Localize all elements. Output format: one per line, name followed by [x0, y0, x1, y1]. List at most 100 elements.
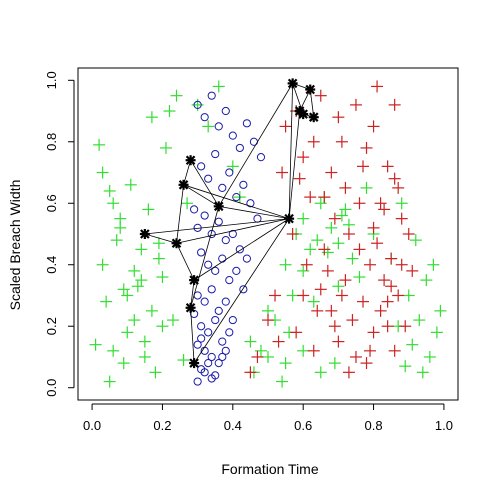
y-tick-label: 0.2 [44, 317, 59, 335]
data-point-plus [279, 120, 292, 133]
data-point-circle [207, 352, 216, 362]
data-point-plus [170, 89, 183, 102]
axes: 0.0 0.2 0.4 0.6 0.8 1.0 0.0 0.2 0.4 0.6 0.8 1.0 [44, 71, 453, 433]
data-point-plus [332, 237, 345, 250]
data-point-plus [430, 326, 443, 339]
data-point-plus [357, 160, 369, 173]
data-point-plus [212, 80, 225, 93]
data-point-star [189, 275, 200, 286]
data-point-plus [145, 304, 158, 317]
data-point-circle [197, 162, 206, 171]
data-point-plus [300, 258, 313, 271]
data-point-plus [395, 197, 408, 210]
data-point-plus [378, 203, 391, 216]
data-point-plus [374, 304, 387, 317]
data-point-plus [279, 357, 292, 370]
data-point-plus [89, 338, 102, 351]
data-point-plus [163, 105, 176, 118]
y-axis-label: Scaled Breach Width [7, 180, 23, 311]
connection-line [288, 83, 294, 219]
data-point-plus [107, 344, 120, 357]
connection-line [193, 218, 290, 281]
connection-line [218, 83, 293, 207]
data-point-plus [367, 326, 380, 339]
data-point-plus [413, 314, 426, 327]
data-point-circle [235, 143, 244, 153]
data-point-star [171, 238, 182, 249]
data-point-plus [399, 320, 412, 333]
data-point-plus [304, 243, 317, 256]
data-point-plus [416, 366, 429, 379]
data-point-circle [228, 315, 237, 325]
data-point-star [287, 78, 298, 89]
data-point-plus [360, 181, 373, 194]
connection-line [190, 160, 220, 207]
x-axis-label: Formation Time [221, 461, 318, 477]
data-point-plus [381, 160, 394, 173]
data-point-circle [200, 211, 209, 220]
data-point-circle [225, 276, 234, 285]
data-point-circle [193, 100, 202, 109]
data-point-plus [342, 228, 355, 240]
data-point-plus [159, 141, 172, 154]
data-point-circle [214, 217, 223, 226]
connection-line [144, 233, 177, 244]
data-point-plus [353, 271, 366, 284]
data-point-circle [204, 260, 213, 269]
x-tick-label: 0.4 [224, 418, 242, 433]
data-point-circle [193, 340, 202, 349]
data-point-plus [427, 258, 440, 271]
data-point-plus [135, 274, 148, 287]
data-point-circle [228, 131, 237, 140]
data-point-plus [244, 366, 257, 379]
data-point-circle [200, 113, 209, 122]
connection-line [218, 205, 290, 220]
data-point-plus [339, 203, 352, 216]
data-point-plus [131, 280, 144, 293]
data-point-plus [110, 234, 123, 247]
data-point-plus [374, 197, 387, 210]
connection-line [288, 110, 301, 219]
data-point-star [284, 213, 295, 224]
data-point-plus [402, 228, 415, 240]
data-point-plus [269, 289, 282, 302]
data-point-plus [297, 344, 310, 357]
data-point-plus [156, 271, 169, 284]
data-point-circle [239, 285, 248, 294]
data-point-star [213, 201, 224, 212]
data-point-plus [364, 344, 377, 357]
data-point-plus [360, 141, 373, 154]
data-point-plus [314, 89, 327, 102]
data-point-circle [211, 315, 220, 325]
data-point-circle [207, 374, 216, 383]
data-point-plus [346, 252, 359, 265]
data-point-plus [311, 304, 324, 317]
data-point-plus [332, 111, 345, 124]
data-point-plus [402, 289, 415, 302]
data-point-plus [128, 264, 141, 277]
data-point-plus [107, 197, 120, 210]
data-point-plus [349, 98, 362, 111]
data-point-plus [251, 350, 264, 363]
data-point-plus [297, 212, 310, 225]
data-point-plus [378, 274, 391, 287]
data-point-circle [235, 245, 244, 254]
x-tick-label: 0.0 [83, 418, 101, 433]
data-point-star [298, 109, 309, 120]
data-point-plus [409, 234, 422, 247]
data-point-plus [138, 350, 151, 363]
data-point-plus [423, 350, 436, 363]
data-point-plus [385, 252, 398, 265]
x-tick-label: 0.8 [365, 418, 383, 433]
data-point-plus [420, 274, 433, 287]
data-point-plus [114, 212, 127, 225]
data-point-plus [304, 191, 317, 204]
data-point-star [189, 358, 200, 369]
data-point-plus [392, 289, 405, 302]
data-point-circle [197, 322, 206, 331]
plot-frame [77, 67, 459, 401]
data-point-plus [339, 181, 352, 194]
data-point-plus [181, 197, 194, 210]
data-point-circle [225, 328, 234, 337]
y-tick-label: 0.4 [44, 256, 59, 274]
